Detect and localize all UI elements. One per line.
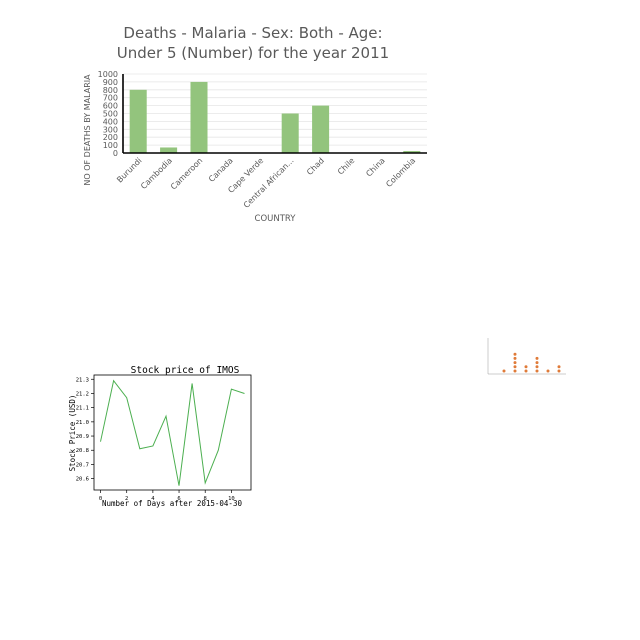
y-tick-label: 100	[103, 141, 118, 150]
x-tick-label: Chile	[336, 156, 357, 177]
dot	[557, 369, 561, 373]
y-tick-label: 500	[103, 110, 118, 119]
dot	[524, 365, 528, 369]
bar	[129, 89, 147, 153]
dot	[513, 369, 517, 373]
price-line	[100, 379, 245, 486]
y-tick-label: 200	[103, 133, 118, 142]
y-tick-label: 600	[103, 102, 118, 111]
x-tick-label: Colombia	[384, 156, 417, 189]
x-tick-label: 8	[204, 496, 207, 502]
x-tick-label: 2	[125, 496, 128, 502]
malaria-chart-svg: Deaths - Malaria - Sex: Both - Age: Unde…	[83, 24, 427, 224]
dot	[513, 352, 517, 356]
thumbnail-svg	[487, 338, 566, 375]
x-axis-label: Number of Days after 2015-04-30	[102, 499, 242, 508]
y-tick-label: 0	[113, 149, 118, 158]
x-ticks: 0 2 4 6 8 10	[99, 490, 235, 502]
malaria-bar-chart: Deaths - Malaria - Sex: Both - Age: Unde…	[0, 0, 640, 240]
bar	[403, 151, 421, 153]
dot	[513, 365, 517, 369]
x-tick-label: China	[364, 156, 387, 179]
y-tick-label: 400	[103, 117, 118, 126]
y-tick-label: 1000	[98, 70, 118, 79]
y-tick-label: 21.3	[76, 377, 89, 383]
dot	[513, 356, 517, 360]
y-tick-label: 20.7	[76, 462, 89, 468]
bar	[160, 147, 178, 153]
y-axis-label: NO OF DEATHS BY MALARIA	[83, 74, 92, 186]
y-tick-label: 20.9	[76, 434, 89, 440]
dot	[535, 369, 539, 373]
gridlines	[123, 73, 427, 154]
y-tick-label: 21.1	[76, 406, 89, 412]
dot	[502, 369, 506, 373]
dot-columns	[502, 352, 561, 373]
x-tick-label: Chad	[305, 156, 326, 177]
chart-title-line2: Under 5 (Number) for the year 2011	[117, 44, 389, 62]
y-tick-label: 900	[103, 78, 118, 87]
x-tick-label: Cameroon	[169, 156, 204, 191]
dot	[513, 361, 517, 365]
thumbnail-dot-chart	[480, 332, 570, 382]
x-tick-label: 0	[99, 496, 102, 502]
dot	[535, 361, 539, 365]
y-tick-label: 300	[103, 125, 118, 134]
x-tick-label: 4	[151, 496, 155, 502]
y-tick-label: 700	[103, 94, 118, 103]
bar	[281, 113, 299, 153]
bar	[312, 105, 330, 153]
y-tick-label: 21.0	[76, 420, 89, 426]
chart-title-line1: Deaths - Malaria - Sex: Both - Age:	[123, 24, 382, 42]
bars	[129, 81, 421, 153]
y-tick-label: 20.8	[76, 448, 89, 454]
price-series	[100, 379, 245, 486]
y-ticks: 20.6 20.7 20.8 20.9 21.0 21.1 21.2 21.3	[76, 377, 94, 483]
x-tick-label: Canada	[207, 156, 235, 184]
x-tick-label: Burundi	[115, 156, 143, 184]
dot	[557, 365, 561, 369]
y-tick-label: 800	[103, 86, 118, 95]
y-tick-label: 20.6	[76, 477, 89, 483]
stock-chart-svg: Stock price of IMOS 20.6 20.7 20.8 20.9 21.0…	[68, 365, 252, 508]
dot	[546, 369, 550, 373]
dot	[535, 356, 539, 360]
y-axis-label: Stock Price (USD)	[68, 395, 77, 472]
x-axis-label: COUNTRY	[255, 214, 297, 224]
bar	[190, 81, 208, 153]
x-tick-label: 10	[228, 496, 235, 502]
stock-line-chart: Stock price of IMOS 20.6 20.7 20.8 20.9 21.0…	[60, 358, 260, 513]
y-tick-label: 21.2	[76, 391, 89, 397]
x-tick-label: 6	[177, 496, 180, 502]
dot	[524, 369, 528, 373]
dot	[535, 365, 539, 369]
plot-frame	[93, 374, 252, 491]
stock-chart-title: Stock price of IMOS	[131, 365, 240, 376]
